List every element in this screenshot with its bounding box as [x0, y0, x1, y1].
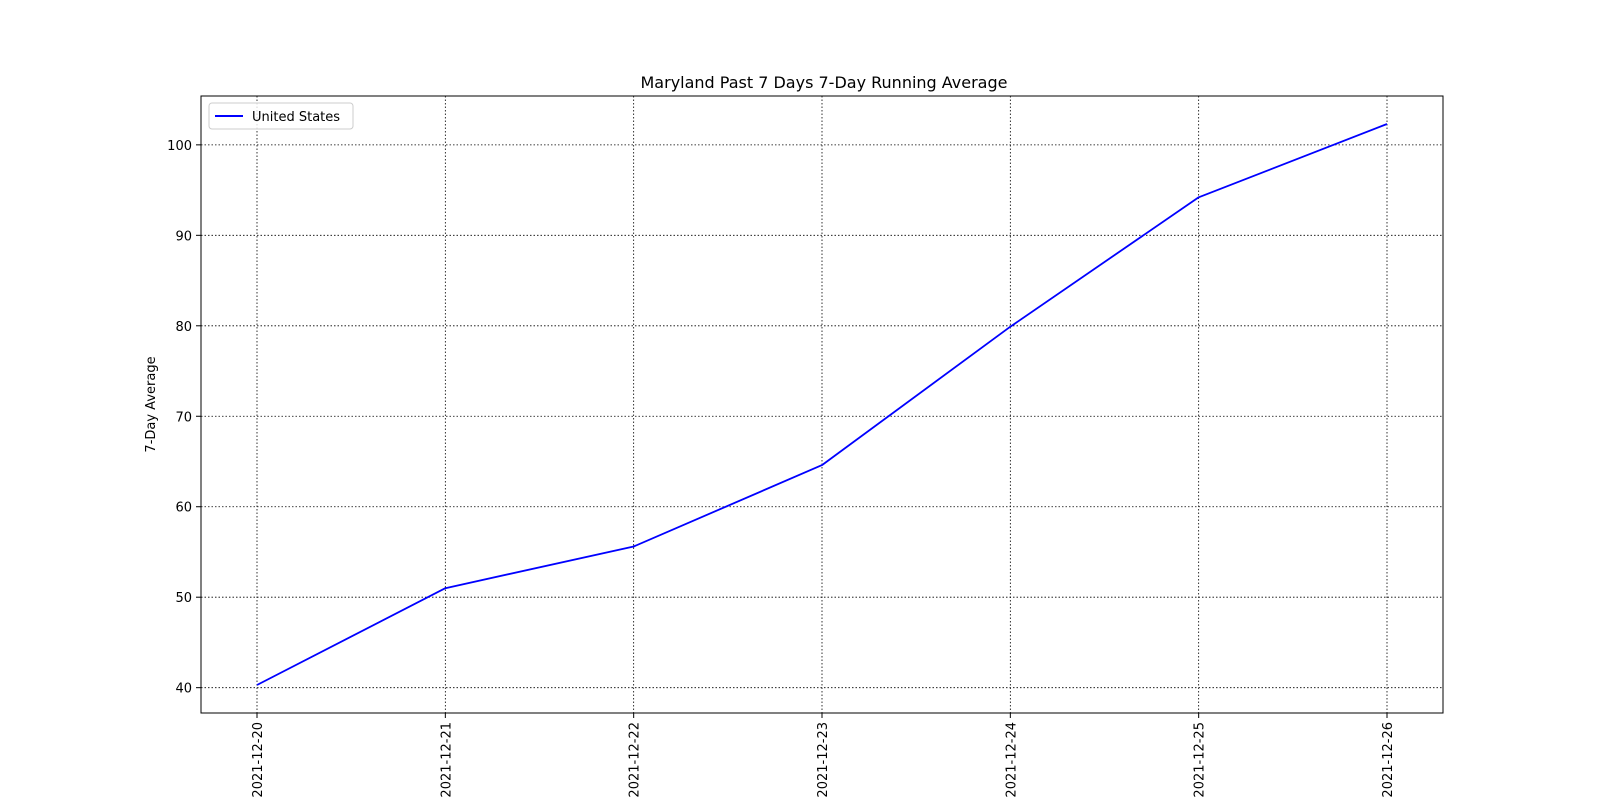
chart-title: Maryland Past 7 Days 7-Day Running Avera… [641, 73, 1008, 92]
series-line [256, 123, 1388, 686]
y-tick-label: 40 [175, 682, 192, 697]
y-tick-label: 100 [167, 139, 192, 154]
y-tick-label: 60 [175, 501, 192, 516]
x-tick-label: 2021-12-24 [1004, 722, 1019, 798]
series-layer [256, 123, 1388, 686]
x-tick-label: 2021-12-26 [1381, 722, 1396, 798]
y-axis-label: 7-Day Average [144, 356, 159, 452]
legend-label-series: United States [252, 110, 340, 125]
x-tick-label: 2021-12-22 [628, 722, 643, 798]
y-tick-label: 70 [175, 410, 192, 425]
x-tick-label: 2021-12-20 [251, 722, 266, 798]
legend: United States [208, 102, 354, 130]
x-tick-label: 2021-12-23 [816, 722, 831, 798]
y-tick-label: 80 [175, 320, 192, 335]
y-tick-label: 50 [175, 591, 192, 606]
x-axis: 2021-12-20 2021-12-21 2021-12-22 2021-12-23… [251, 713, 1396, 798]
y-axis: 40 50 60 70 80 90 100 [167, 139, 201, 697]
legend-box [208, 102, 354, 130]
x-tick-label: 2021-12-25 [1193, 722, 1208, 798]
x-tick-label: 2021-12-21 [439, 722, 454, 798]
y-tick-label: 90 [175, 229, 192, 244]
grid [201, 96, 1443, 713]
